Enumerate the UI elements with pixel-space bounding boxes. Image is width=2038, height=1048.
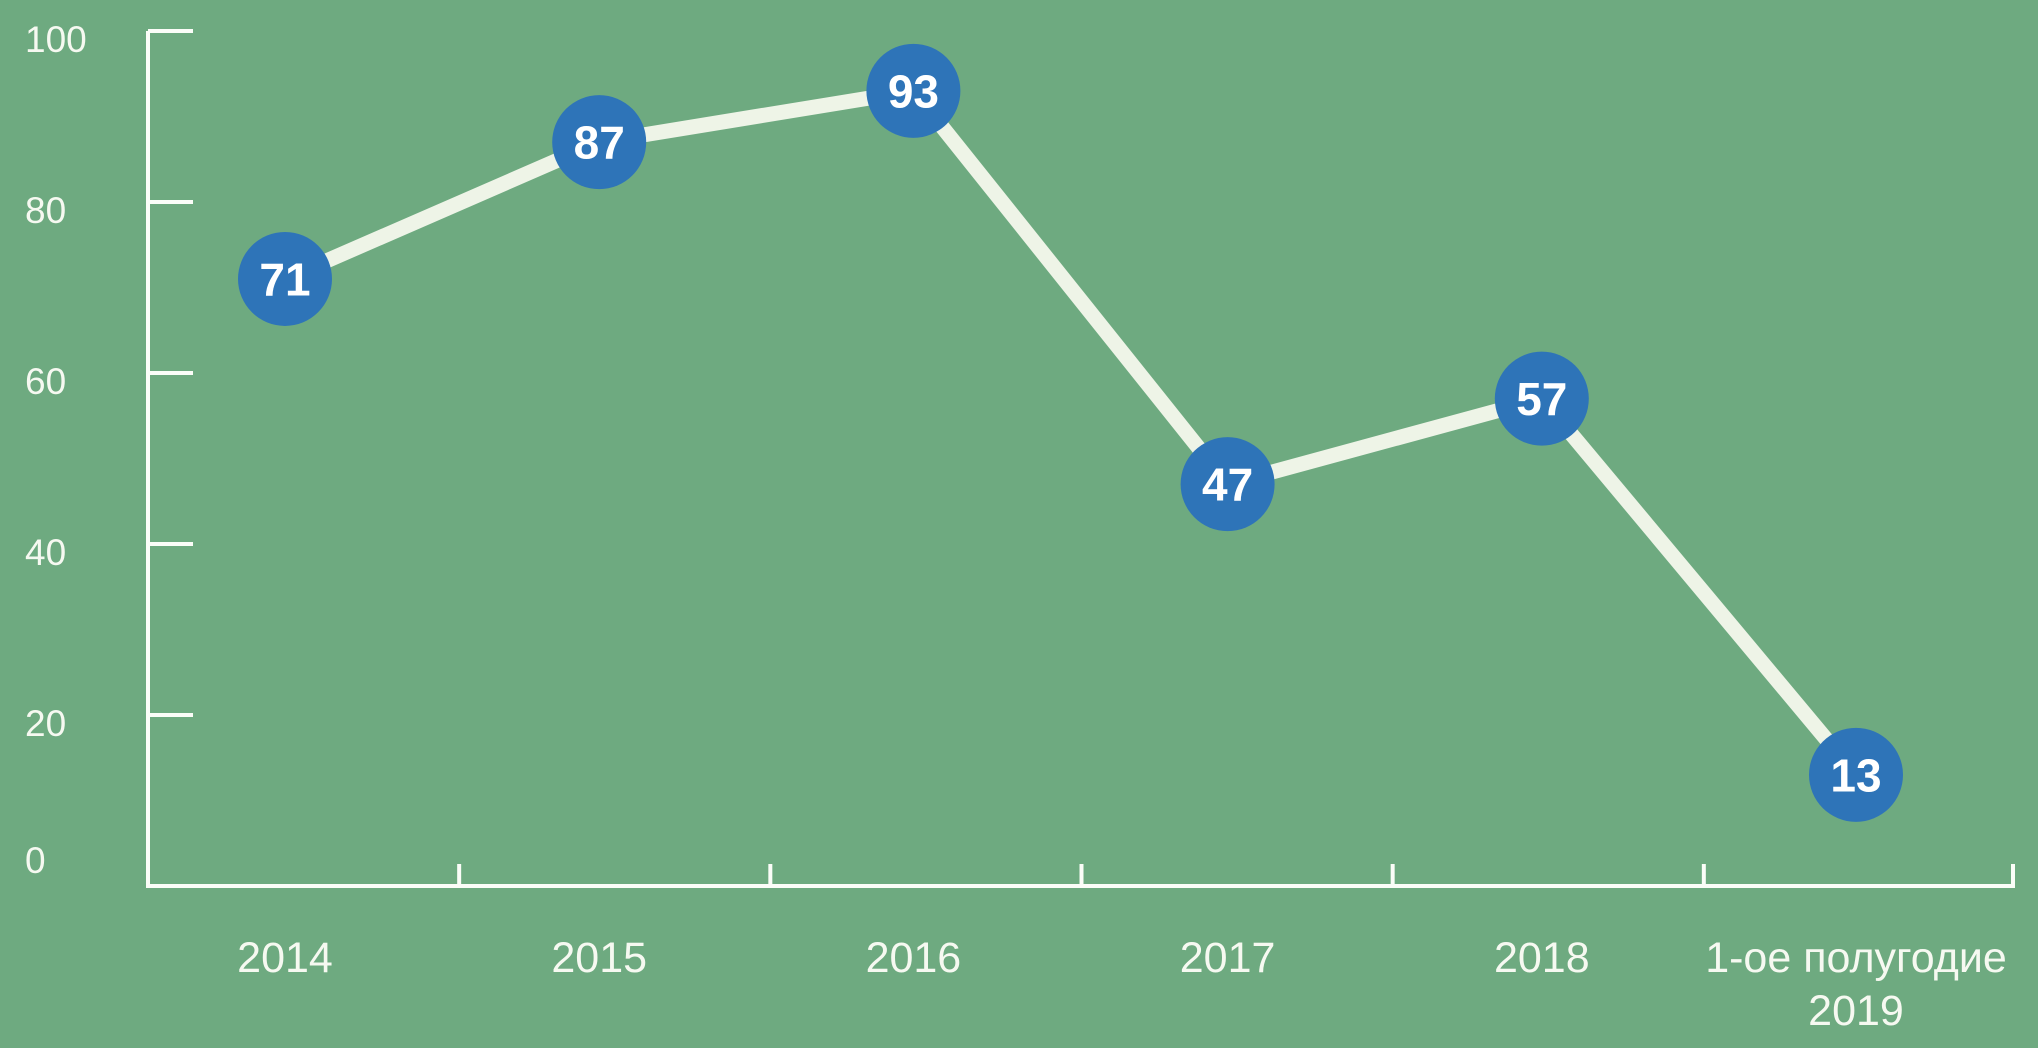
x-axis-label: 2016 — [866, 934, 962, 982]
data-point — [1494, 351, 1589, 446]
data-point-value: 71 — [259, 254, 310, 306]
x-axis-label: 1-ое полугодие — [1705, 934, 2007, 982]
y-axis-label: 20 — [25, 703, 66, 744]
x-axis-label: 2015 — [551, 934, 647, 982]
data-point-value: 47 — [1202, 459, 1253, 511]
y-axis-label: 40 — [25, 532, 66, 573]
data-point — [552, 95, 647, 190]
y-axis-label: 100 — [25, 19, 87, 60]
y-axis-label: 60 — [25, 361, 66, 402]
data-point — [1809, 727, 1903, 822]
x-axis-label: 2017 — [1180, 934, 1276, 982]
data-point — [1180, 437, 1275, 532]
x-axis-label: 2019 — [1808, 987, 1904, 1035]
data-point — [866, 43, 961, 138]
data-point — [238, 231, 332, 326]
data-point-value: 57 — [1516, 373, 1567, 425]
x-axis-label: 2014 — [237, 934, 333, 982]
x-axis-label: 2018 — [1494, 934, 1590, 982]
data-point-value: 13 — [1830, 749, 1881, 801]
series-line — [282, 83, 1862, 780]
y-axis-label: 80 — [25, 190, 66, 231]
data-point-value: 93 — [888, 65, 939, 117]
y-axis-label: 0 — [25, 840, 46, 881]
data-point-value: 87 — [574, 117, 625, 169]
